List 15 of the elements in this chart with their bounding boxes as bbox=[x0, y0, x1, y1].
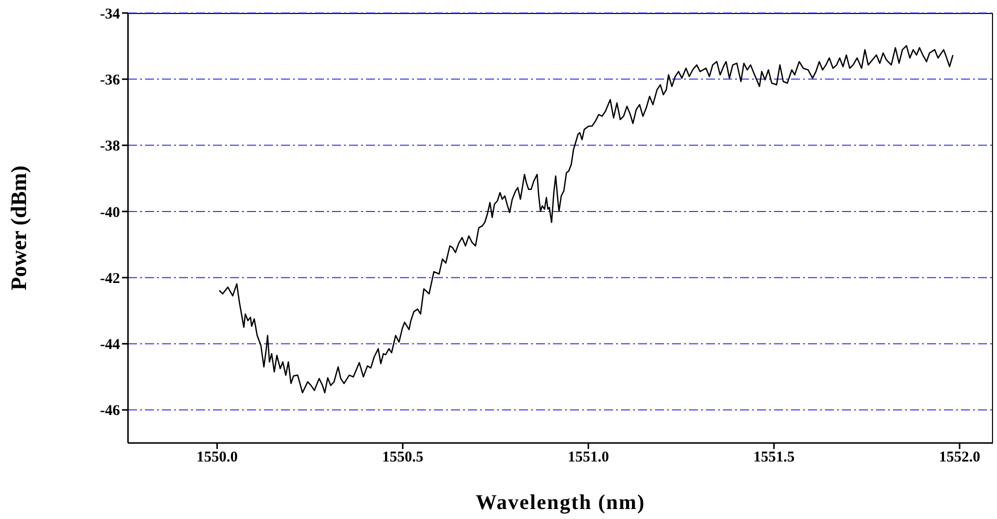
y-tick-label: -36 bbox=[100, 72, 120, 88]
y-tick-label: -46 bbox=[100, 403, 120, 420]
y-axis-title: Power (dBm) bbox=[6, 166, 31, 290]
x-tick-label: 1550.0 bbox=[196, 450, 238, 466]
line-series bbox=[218, 45, 954, 394]
x-tick-label: 1551.5 bbox=[753, 450, 795, 466]
y-tick-label: -40 bbox=[100, 204, 120, 221]
x-tick-label: 1551.0 bbox=[568, 450, 609, 466]
y-tick-label: -42 bbox=[100, 270, 120, 287]
x-tick-label: 1550.5 bbox=[382, 450, 424, 466]
y-tick-label: -34 bbox=[100, 6, 120, 22]
x-tick-label: 1552.0 bbox=[938, 450, 980, 466]
x-axis-title: Wavelength (nm) bbox=[476, 490, 646, 514]
y-tick-label: -44 bbox=[100, 337, 120, 354]
y-tick-label: -38 bbox=[100, 138, 120, 155]
